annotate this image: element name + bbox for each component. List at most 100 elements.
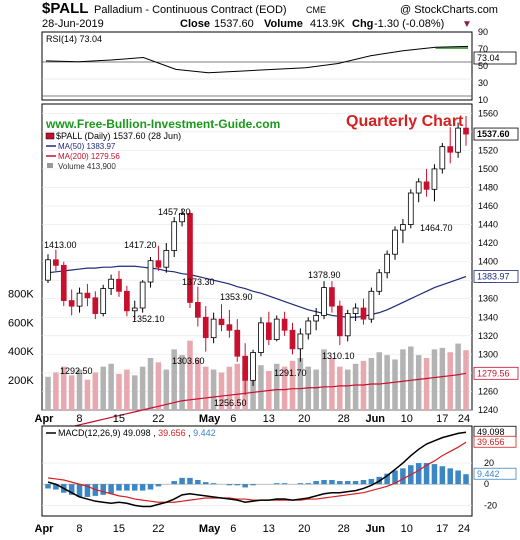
candle-body (250, 352, 256, 381)
macd-label: MACD(12,26,9) 49.098 , 39.656 , 9.442 (58, 428, 216, 438)
candle-body (289, 329, 296, 350)
price-tick-label: 1480 (478, 182, 498, 192)
macd-histogram-bar (415, 463, 422, 485)
macd-tick-label: -20 (484, 500, 497, 510)
chg-label: Chg (352, 18, 373, 30)
x-tick-label: 6 (230, 413, 236, 425)
macd-histogram-bar (76, 484, 83, 497)
volume-bar (218, 372, 225, 410)
ma50-value-tag (473, 270, 519, 283)
rsi-tick-label: 50 (478, 61, 488, 71)
rsi-tick-label: 70 (478, 44, 488, 54)
macd-histogram-bar (100, 484, 106, 495)
price-annotation: 1413.00 (44, 240, 77, 250)
volume-bar (455, 343, 461, 410)
macd-histogram-bar (329, 480, 335, 485)
exchange-label: CME (306, 5, 326, 15)
candle-body (368, 290, 375, 320)
x-tick-label: Apr (35, 523, 55, 535)
candlesticks (45, 116, 469, 396)
macd-histogram-bar (210, 483, 217, 485)
price-tick-label: 1560 (478, 108, 498, 118)
candle-body (155, 260, 162, 268)
price-annotation: 1373.30 (182, 277, 215, 287)
volume-bar (147, 358, 154, 410)
volume-bar (321, 349, 327, 410)
x-tick-label: 10 (401, 413, 413, 425)
candle-body (179, 213, 185, 223)
x-axis-lower: Apr 8 15 22 May 6 13 20 28 Jun 10 17 24 (35, 523, 471, 535)
candle-body (76, 292, 83, 307)
price-annotation: 1378.90 (308, 270, 341, 280)
macd-histogram-bar (155, 484, 162, 487)
x-tick-label: Apr (35, 413, 55, 425)
candle-body (210, 318, 217, 339)
x-tick-label: 8 (76, 413, 82, 425)
volume-bar (400, 349, 406, 410)
candle-body (45, 259, 51, 281)
rsi-value-tag-text: 73.04 (477, 53, 500, 63)
legend-main: $PALL (Daily) 1537.60 (28 Jun) (56, 131, 181, 141)
x-tick-label: 20 (298, 523, 310, 535)
macd-histogram-bar (202, 482, 209, 485)
candle-body (439, 146, 446, 170)
candle-legend-icon (45, 132, 55, 140)
volume-legend-icon (47, 163, 53, 168)
macd-histogram-bar (131, 484, 138, 491)
volume-bar (423, 358, 430, 410)
candle-body (68, 300, 75, 307)
x-tick-label: 10 (401, 523, 413, 535)
volume-bar (187, 340, 193, 410)
candle-body (415, 181, 422, 194)
legend-ma50: MA(50) 1383.97 (58, 142, 116, 151)
macd-value-tag (473, 435, 517, 448)
candle-body (344, 313, 351, 337)
price-tick-label: 1500 (478, 164, 498, 174)
volume-bar (76, 369, 83, 410)
candle-body (463, 127, 469, 135)
candle-body (321, 287, 327, 316)
website-watermark: www.Free-Bullion-Investment-Guide.com (45, 117, 280, 131)
x-tick-label: 22 (152, 413, 164, 425)
macd-tick-label: 0 (484, 479, 489, 489)
candle-body (124, 290, 130, 312)
candle-body (108, 278, 114, 289)
macd-histogram-bar (84, 484, 91, 497)
candle-body (258, 322, 264, 353)
x-tick-label: 28 (338, 413, 350, 425)
volume-bar (376, 352, 383, 410)
macd-histogram-bar (187, 477, 193, 485)
macd-histogram-bar (195, 480, 201, 485)
volume-bar (281, 366, 288, 410)
price-tick-label: 1360 (478, 294, 498, 304)
macd-label-comma2: , (188, 428, 193, 438)
copyright-label: @ StockCharts.com (400, 4, 498, 16)
macd-histogram-bar (171, 481, 177, 485)
candle-body (139, 281, 146, 309)
volume-bar (226, 366, 233, 410)
volume-bar (352, 363, 359, 410)
macd-hist-label-value: 9.442 (193, 428, 216, 438)
macd-label-prefix: MACD(12,26,9) (58, 428, 121, 438)
candle-body (265, 322, 272, 340)
macd-histogram-bar (392, 470, 398, 485)
macd-value-tag-text: 49.098 (477, 427, 505, 437)
x-tick-label: 15 (113, 523, 125, 535)
price-annotation: 1464.70 (420, 223, 453, 233)
volume-bar (431, 349, 438, 410)
macd-histogram-bar (234, 484, 241, 486)
close-value: 1537.60 (214, 18, 254, 30)
price-legend: $PALL (Daily) 1537.60 (28 Jun) MA(50) 13… (45, 131, 181, 171)
macd-histogram-bar (53, 484, 59, 490)
candle-body (234, 329, 241, 357)
macd-histogram-bar (344, 481, 351, 485)
candle-body (329, 287, 335, 307)
candle-body (352, 307, 359, 314)
candle-body (171, 221, 178, 251)
volume-bar (202, 366, 209, 410)
close-label: Close (180, 18, 210, 30)
x-tick-label: 24 (458, 413, 470, 425)
macd-histogram-bar (147, 484, 154, 490)
volume-bar (163, 369, 170, 410)
